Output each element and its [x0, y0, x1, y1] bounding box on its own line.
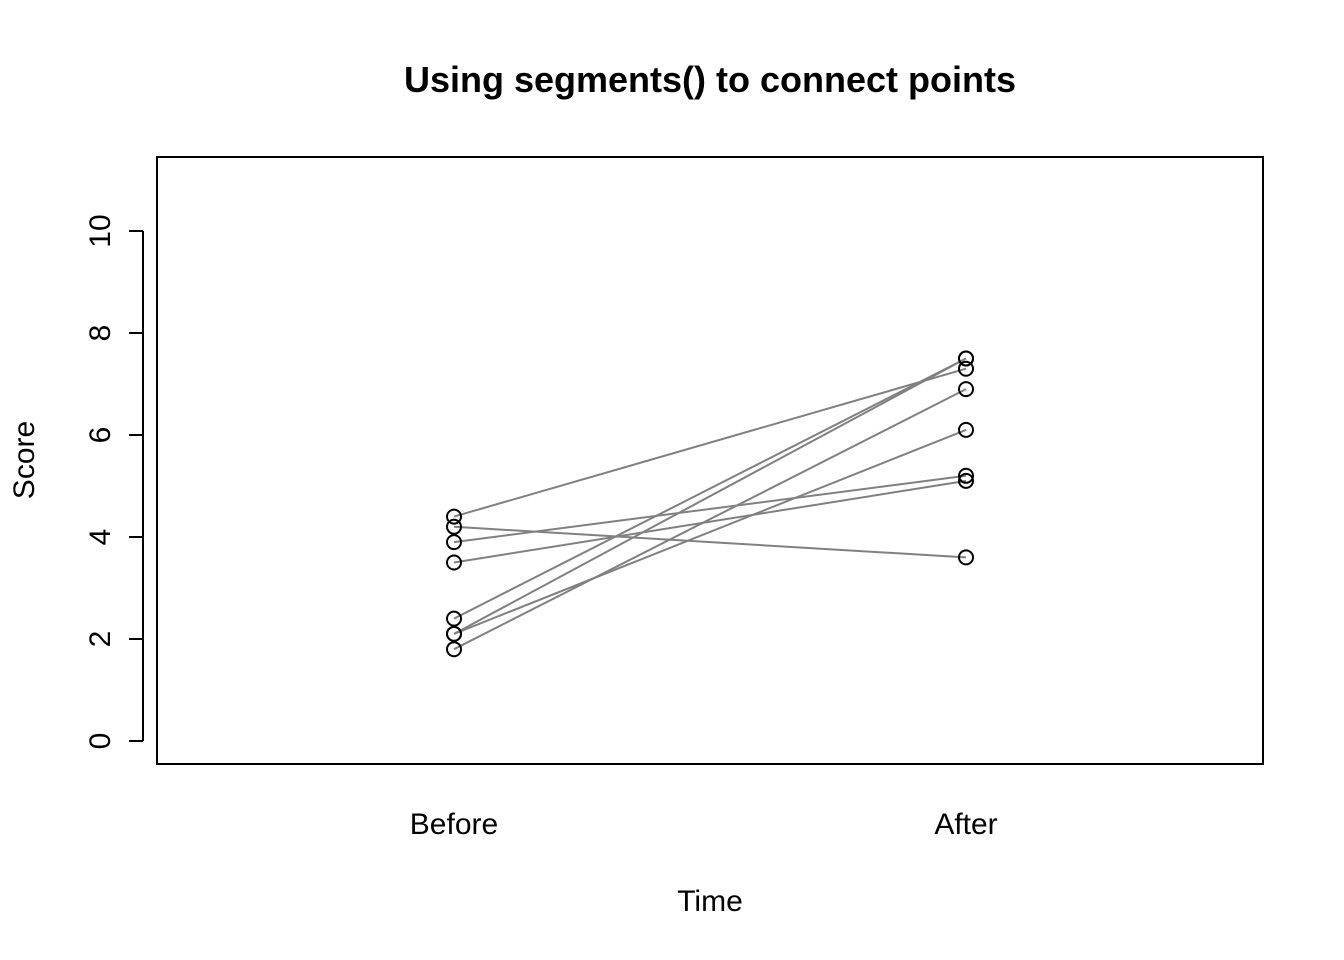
y-tick-label: 4: [84, 529, 117, 546]
point-after-4: [958, 472, 974, 489]
segment-8: [453, 388, 967, 651]
segments: [453, 357, 967, 651]
point-before-7: [446, 625, 462, 642]
points: [446, 350, 974, 658]
point-before-4: [446, 554, 462, 571]
segment-3: [453, 474, 967, 544]
segment-1: [453, 367, 967, 518]
point-before-1: [446, 508, 462, 525]
point-before-5: [446, 610, 462, 627]
point-after-7: [958, 421, 974, 438]
y-tick-label: 10: [84, 214, 117, 247]
segment-5: [453, 357, 967, 620]
y-axis-label: Score: [8, 421, 41, 499]
point-before-8: [446, 641, 462, 658]
point-after-2: [958, 549, 974, 566]
y-axis: 0 2 4 6 8 10: [84, 214, 144, 750]
y-tick-label: 2: [84, 631, 117, 648]
segment-4: [453, 479, 967, 564]
point-after-1: [958, 360, 974, 377]
x-tick-label-after: After: [934, 808, 997, 841]
point-after-3: [958, 467, 974, 484]
point-before-3: [446, 534, 462, 551]
x-axis-label: Time: [677, 885, 743, 918]
plot-area: [156, 156, 1264, 765]
y-tick-label: 6: [84, 427, 117, 444]
segment-6: [453, 357, 967, 635]
x-tick-label-before: Before: [410, 808, 498, 841]
point-after-6: [958, 350, 974, 367]
chart-title: Using segments() to connect points: [404, 59, 1016, 100]
point-after-8: [958, 381, 974, 398]
x-axis: Before After: [410, 808, 998, 841]
point-before-2: [446, 518, 462, 535]
y-tick-label: 0: [84, 733, 117, 750]
y-tick-label: 8: [84, 325, 117, 342]
segment-7: [453, 428, 967, 635]
